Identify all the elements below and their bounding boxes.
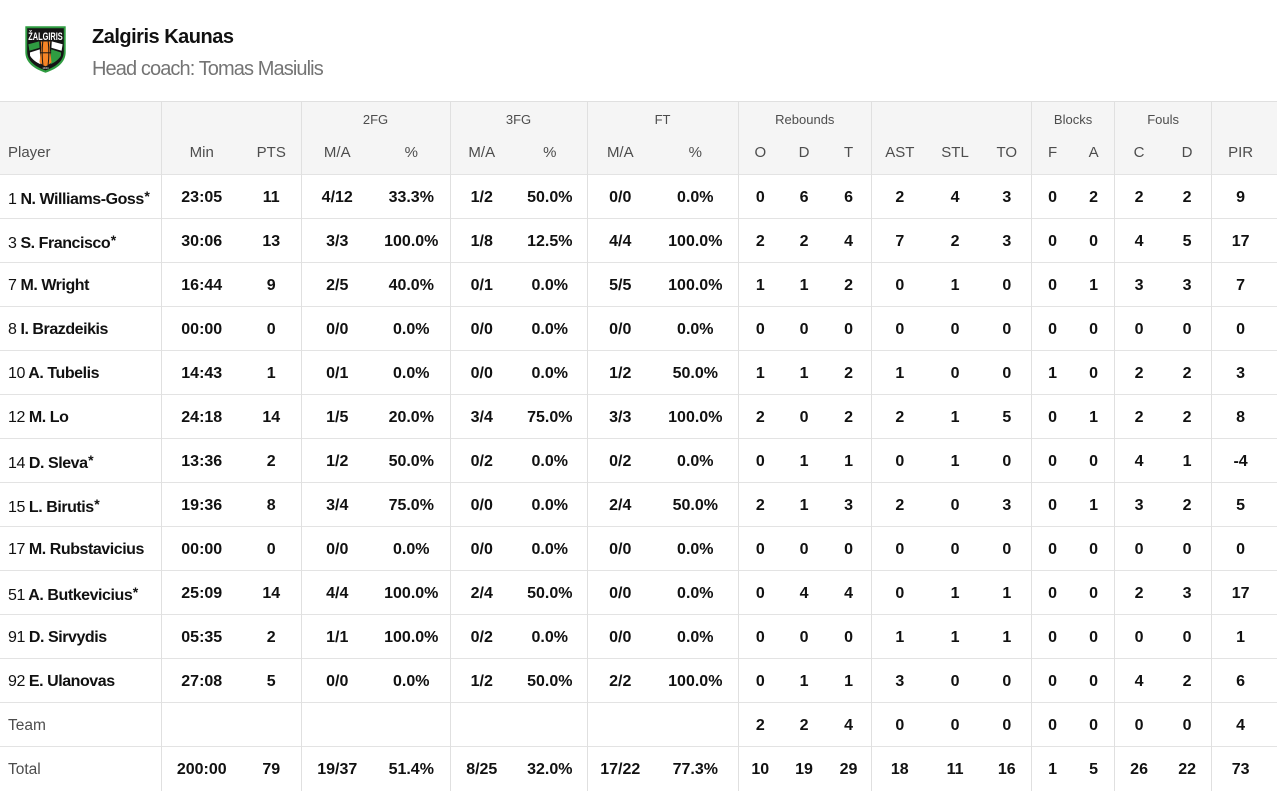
svg-text:1944: 1944 (42, 66, 49, 70)
svg-text:ŽALGIRIS: ŽALGIRIS (28, 30, 63, 43)
